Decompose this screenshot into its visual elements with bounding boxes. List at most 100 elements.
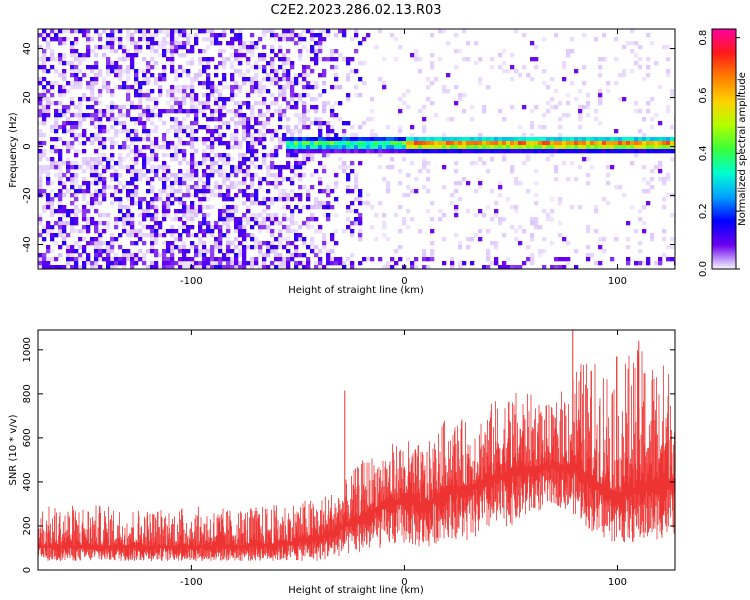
- spectrogram-cell: [294, 149, 299, 154]
- spectrogram-cell: [382, 177, 387, 182]
- spectrogram-cell: [194, 33, 199, 38]
- spectrogram-cell: [298, 253, 303, 258]
- spectrogram-cell: [286, 225, 291, 230]
- spectrogram-cell: [230, 109, 235, 114]
- spectrogram-cell: [310, 213, 315, 218]
- spectrogram-cell: [66, 169, 71, 174]
- spectrogram-cell: [38, 261, 43, 266]
- spectrogram-cell: [470, 105, 475, 110]
- spectrogram-cell: [106, 45, 111, 50]
- spectrogram-cell: [114, 189, 119, 194]
- spectrogram-cell: [46, 109, 51, 114]
- spectrogram-cell: [266, 241, 271, 246]
- spectrogram-cell: [218, 93, 223, 98]
- spectrogram-cell: [178, 177, 183, 182]
- spectrogram-cell: [154, 229, 159, 234]
- spectrogram-cell: [226, 97, 231, 102]
- spectrogram-cell: [430, 81, 435, 86]
- spectrogram-cell: [58, 205, 63, 210]
- spectrogram-cell: [194, 109, 199, 114]
- spectrogram-cell: [266, 73, 271, 78]
- spectrogram-cell: [466, 41, 471, 46]
- spectrogram-cell: [282, 53, 287, 58]
- spectrogram-cell: [398, 229, 403, 234]
- spectrogram-cell: [106, 105, 111, 110]
- spectrogram-cell: [590, 141, 595, 146]
- spectrogram-cell: [542, 125, 547, 130]
- spectrogram-cell: [358, 141, 363, 146]
- spectrogram-cell: [150, 225, 155, 230]
- spectrogram-cell: [206, 85, 211, 90]
- spectrogram-cell: [314, 229, 319, 234]
- spectrogram-cell: [122, 129, 127, 134]
- spectrogram-cell: [666, 69, 671, 74]
- spectrogram-cell: [86, 105, 91, 110]
- spectrogram-cell: [66, 233, 71, 238]
- spectrogram-cell: [62, 181, 67, 186]
- spectrogram-cell: [138, 89, 143, 94]
- spectrogram-cell: [238, 29, 243, 34]
- spectrogram-cell: [242, 169, 247, 174]
- spectrogram-cell: [602, 137, 607, 142]
- spectrogram-cell: [278, 165, 283, 170]
- spectrogram-cell: [110, 145, 115, 150]
- spectrogram-cell: [358, 213, 363, 218]
- spectrogram-cell: [606, 137, 611, 142]
- spectrogram-cell: [530, 57, 535, 62]
- spectrogram-cell: [310, 185, 315, 190]
- spectrogram-cell: [82, 205, 87, 210]
- spectrogram-cell: [162, 265, 167, 269]
- spectrogram-cell: [258, 57, 263, 62]
- spectrogram-cell: [538, 249, 543, 254]
- spectrogram-cell: [330, 249, 335, 254]
- spectrogram-cell: [266, 77, 271, 82]
- spectrogram-cell: [410, 133, 415, 138]
- spectrogram-cell: [410, 161, 415, 166]
- spectrogram-cell: [214, 161, 219, 166]
- spectrogram-cell: [222, 265, 227, 269]
- spectrogram-cell: [78, 117, 83, 122]
- spectrogram-cell: [514, 177, 519, 182]
- spectrogram-cell: [638, 45, 643, 50]
- spectrogram-cell: [534, 45, 539, 50]
- spectrogram-cell: [454, 209, 459, 214]
- spectrogram-cell: [154, 209, 159, 214]
- spectrogram-cell: [558, 125, 563, 130]
- spectrogram-cell: [414, 257, 419, 262]
- spectrogram-cell: [298, 93, 303, 98]
- spectrogram-cell: [150, 157, 155, 162]
- spectrogram-cell: [42, 33, 47, 38]
- spectrogram-cell: [78, 113, 83, 118]
- spectrogram-cell: [62, 237, 67, 242]
- spectrogram-cell: [250, 85, 255, 90]
- spectrogram-cell: [202, 173, 207, 178]
- spectrogram-cell: [358, 221, 363, 226]
- spectrogram-cell: [550, 209, 555, 214]
- spectrogram-cell: [122, 157, 127, 162]
- spectrogram-cell: [294, 129, 299, 134]
- spectrogram-cell: [70, 201, 75, 206]
- spectrogram-cell: [158, 233, 163, 238]
- spectrogram-cell: [474, 137, 479, 142]
- spectrogram-cell: [606, 145, 611, 150]
- spectrogram-cell: [138, 233, 143, 238]
- spectrogram-cell: [122, 217, 127, 222]
- spectrogram-cell: [190, 81, 195, 86]
- spectrogram-cell: [46, 233, 51, 238]
- spectrogram-cell: [246, 61, 251, 66]
- spectrogram-cell: [162, 257, 167, 262]
- spectrogram-cell: [602, 145, 607, 150]
- spectrogram-cell: [382, 213, 387, 218]
- spectrogram-cell: [286, 165, 291, 170]
- spectrogram-cell: [310, 157, 315, 162]
- spectrogram-cell: [126, 29, 131, 34]
- spectrogram-cell: [614, 57, 619, 62]
- spectrogram-cell: [442, 149, 447, 154]
- spectrogram-cell: [162, 49, 167, 54]
- spectrogram-cell: [266, 29, 271, 34]
- spectrogram-cell: [506, 145, 511, 150]
- spectrogram-cell: [398, 149, 403, 154]
- spectrogram-cell: [38, 141, 43, 146]
- spectrogram-cell: [182, 117, 187, 122]
- spectrogram-cell: [114, 217, 119, 222]
